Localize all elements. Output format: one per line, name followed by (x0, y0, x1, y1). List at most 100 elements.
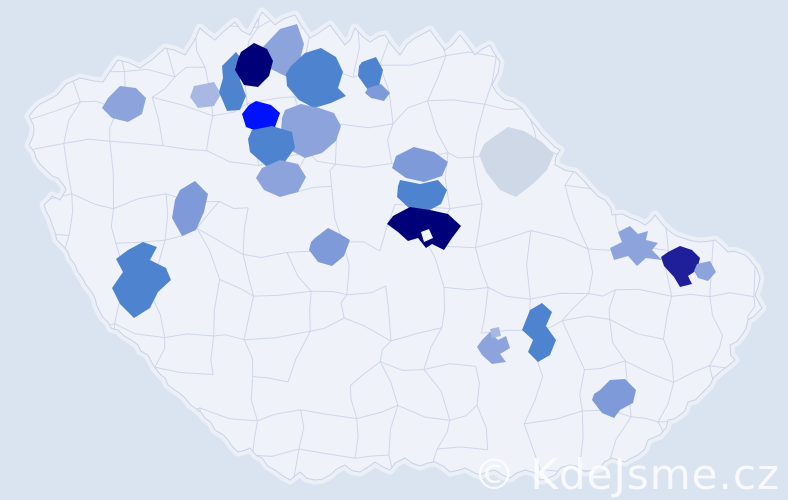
district-border-line (447, 152, 474, 159)
district-south-hodoninsko[interactable] (592, 379, 636, 418)
district-border-line (561, 320, 585, 370)
district-border-line (252, 376, 289, 383)
district-border-line (243, 295, 254, 340)
district-border-line (257, 409, 301, 422)
district-border-line (152, 298, 166, 338)
district-nw-navy[interactable] (235, 43, 273, 87)
district-north-litomericko[interactable] (281, 104, 341, 158)
district-border-line (286, 252, 312, 292)
district-border-line (154, 337, 166, 368)
district-border-line (380, 361, 424, 372)
district-nw-small[interactable] (190, 82, 221, 108)
district-border-line (242, 207, 249, 255)
district-border-line (379, 361, 399, 406)
district-border-line (746, 296, 756, 318)
district-east-olomoucko[interactable] (610, 226, 662, 266)
district-north-semilsko[interactable] (365, 84, 390, 101)
district-border-line (388, 405, 399, 456)
district-border-line (337, 123, 394, 129)
district-border-line (154, 366, 214, 375)
district-border-line (213, 334, 245, 341)
district-central-brandysko[interactable] (397, 180, 447, 212)
district-border-line (349, 361, 381, 387)
district-border-line (346, 285, 386, 296)
district-border-line (114, 323, 165, 339)
district-border-line (631, 416, 659, 423)
district-border-line (124, 68, 175, 78)
district-border-line (671, 293, 710, 298)
district-nw-karlovarsko[interactable] (102, 86, 146, 122)
district-border-line (561, 293, 589, 322)
district-border-line (609, 319, 626, 362)
district-border-line (379, 340, 392, 362)
district-border-line (588, 289, 616, 297)
district-north-ceskolipsko[interactable] (286, 48, 346, 108)
district-praha-notch[interactable] (421, 229, 433, 242)
district-border-line (196, 227, 244, 255)
district-border-line (340, 294, 348, 319)
district-border-line (423, 369, 451, 421)
district-border-line (71, 193, 114, 210)
district-east-pale[interactable] (479, 127, 554, 197)
district-border-line (311, 290, 348, 296)
district-border-line (523, 423, 541, 470)
district-central-praha[interactable] (387, 207, 461, 250)
district-sw-domazlicko[interactable] (112, 242, 171, 318)
district-south-zdarsko[interactable] (522, 303, 556, 362)
district-border-line (524, 410, 583, 425)
highlighted-districts (102, 24, 716, 418)
district-border-line (437, 446, 488, 451)
country-land (29, 12, 762, 480)
district-border-line (349, 385, 358, 419)
district-north-liberecko[interactable] (358, 57, 383, 90)
district-border-line (608, 416, 632, 465)
district-border-line (392, 100, 428, 125)
district-central-pribramsko[interactable] (309, 228, 350, 266)
district-border-line (444, 152, 451, 209)
district-border-line (29, 143, 64, 160)
district-border-line (252, 448, 300, 457)
district-border-line (196, 227, 221, 280)
district-border-line (476, 405, 489, 450)
district-border-line (624, 360, 674, 383)
district-border-line (436, 420, 451, 450)
district-border-line (213, 279, 221, 337)
district-border-line (385, 285, 392, 342)
district-border-line (615, 288, 672, 297)
district-border-line (562, 315, 610, 322)
district-east-ostravsko[interactable] (661, 246, 700, 287)
district-border-line (579, 369, 585, 412)
district-central-nymbursko[interactable] (392, 147, 448, 182)
district-border-line (423, 363, 476, 370)
district-border-line (530, 292, 589, 300)
district-border-line (68, 193, 74, 236)
district-east-karvinsko[interactable] (694, 261, 716, 281)
district-border-line (151, 97, 164, 146)
district-central-rakovnicko[interactable] (256, 160, 306, 197)
district-west-plzensko[interactable] (172, 181, 208, 236)
district-border-line (164, 193, 169, 241)
district-nw-bright[interactable] (242, 101, 280, 132)
district-border-line (329, 163, 336, 187)
district-nw-kladensko[interactable] (248, 126, 295, 166)
district-border-line (564, 185, 589, 250)
district-border-line (242, 254, 254, 297)
district-border-line (243, 339, 254, 377)
district-border-line (151, 76, 176, 98)
district-border-line (219, 279, 254, 297)
district-border-line (300, 409, 357, 420)
district-border-line (445, 51, 497, 58)
district-border-line (487, 287, 531, 300)
district-border-line (427, 100, 449, 153)
district-border-line (584, 360, 626, 371)
district-border-line (113, 193, 167, 210)
district-border-line (472, 157, 483, 204)
district-south-jihlavsko[interactable] (477, 332, 510, 364)
district-border-line (526, 230, 532, 300)
watermark: © KdeJsme.cz (473, 450, 780, 499)
district-jihlavsko-notch[interactable] (490, 327, 501, 338)
district-border-line (298, 409, 305, 450)
